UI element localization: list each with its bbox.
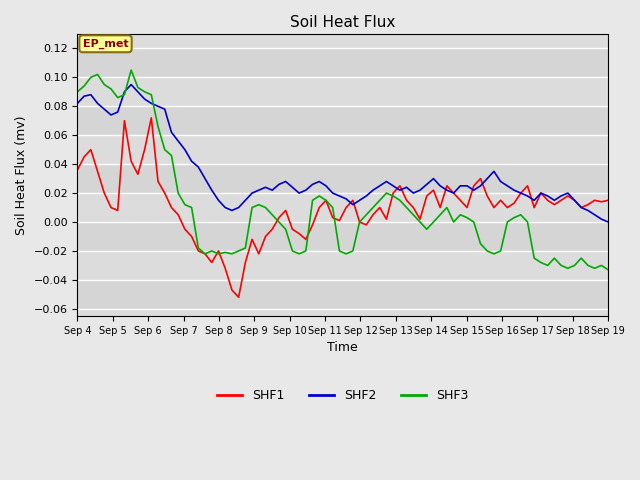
Bar (77, 222, 608, 251)
Bar (77, 164, 608, 193)
Title: Soil Heat Flux: Soil Heat Flux (290, 15, 396, 30)
Bar (77, 106, 608, 135)
Bar (77, 48, 608, 77)
Bar (77, 280, 608, 309)
Text: EP_met: EP_met (83, 38, 129, 49)
Y-axis label: Soil Heat Flux (mv): Soil Heat Flux (mv) (15, 115, 28, 235)
Legend: SHF1, SHF2, SHF3: SHF1, SHF2, SHF3 (212, 384, 474, 408)
X-axis label: Time: Time (328, 341, 358, 354)
